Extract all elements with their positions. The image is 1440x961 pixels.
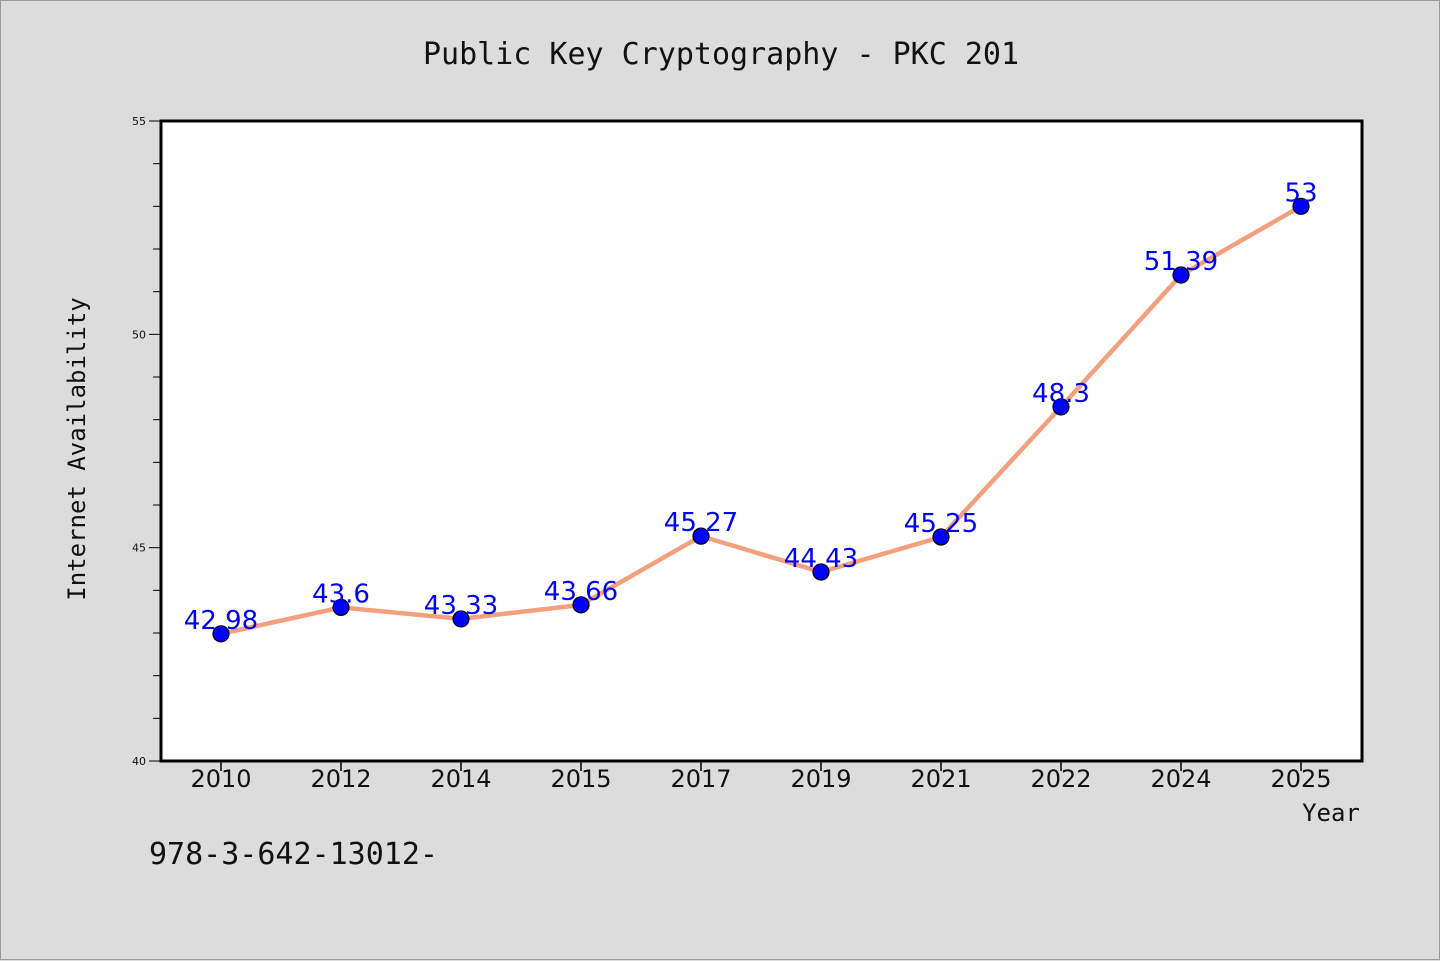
y-axis-ticks: 40 45 50 55: [132, 115, 161, 768]
data-label: 51.39: [1144, 247, 1218, 277]
data-label: 44.43: [784, 544, 858, 574]
y-tick-label: 55: [132, 115, 146, 128]
data-point: [1052, 398, 1070, 416]
series-line: [218, 204, 1304, 637]
data-label: 43.6: [312, 579, 370, 609]
data-label: 42.98: [184, 606, 258, 636]
data-point: [692, 527, 710, 545]
identifier-note: 978-3-642-13012-: [149, 837, 438, 872]
x-tick-label: 2014: [430, 765, 491, 793]
y-tick-label: 45: [132, 542, 146, 555]
x-tick-label: 2024: [1150, 765, 1211, 793]
x-axis-ticks: 2010 2012 2014 2015 2017 2019 2021 2022 2024 2025: [190, 761, 1332, 793]
data-point: [1292, 197, 1310, 215]
x-tick-label: 2017: [670, 765, 731, 793]
x-tick-label: 2015: [550, 765, 611, 793]
x-tick-label: 2025: [1270, 765, 1331, 793]
data-label: 53: [1284, 178, 1317, 208]
series-group: [212, 197, 1310, 643]
plot-area-group: 40 45 50 55 2010 2012 2014 2015 2017 2019 2021 202…: [132, 115, 1364, 793]
chart-title: Public Key Cryptography - PKC 201: [423, 37, 1019, 72]
data-point: [1172, 266, 1190, 284]
data-point: [932, 528, 950, 546]
x-tick-label: 2021: [910, 765, 971, 793]
x-tick-label: 2012: [310, 765, 371, 793]
x-tick-label: 2010: [190, 765, 251, 793]
data-point: [332, 598, 350, 617]
data-point: [812, 563, 830, 581]
y-axis-label: Internet Availability: [63, 297, 91, 600]
x-tick-label: 2019: [790, 765, 851, 793]
x-axis-label: Year: [1302, 799, 1360, 827]
data-label: 48.3: [1032, 379, 1090, 409]
data-point: [572, 596, 590, 614]
data-point: [452, 610, 470, 628]
data-label: 45.27: [664, 508, 738, 538]
x-tick-label: 2022: [1030, 765, 1091, 793]
plot-area: [159, 119, 1364, 763]
y-tick-label: 40: [132, 755, 146, 768]
data-label: 43.66: [544, 577, 618, 607]
data-label: 45.25: [904, 509, 978, 539]
y-tick-label: 50: [132, 328, 146, 341]
value-labels-group: 42.98 43.6 43.33 43.66 45.27 44.43 45.25 48.3 51…: [184, 178, 1318, 636]
data-label: 43.33: [424, 591, 498, 621]
data-point: [212, 625, 230, 643]
